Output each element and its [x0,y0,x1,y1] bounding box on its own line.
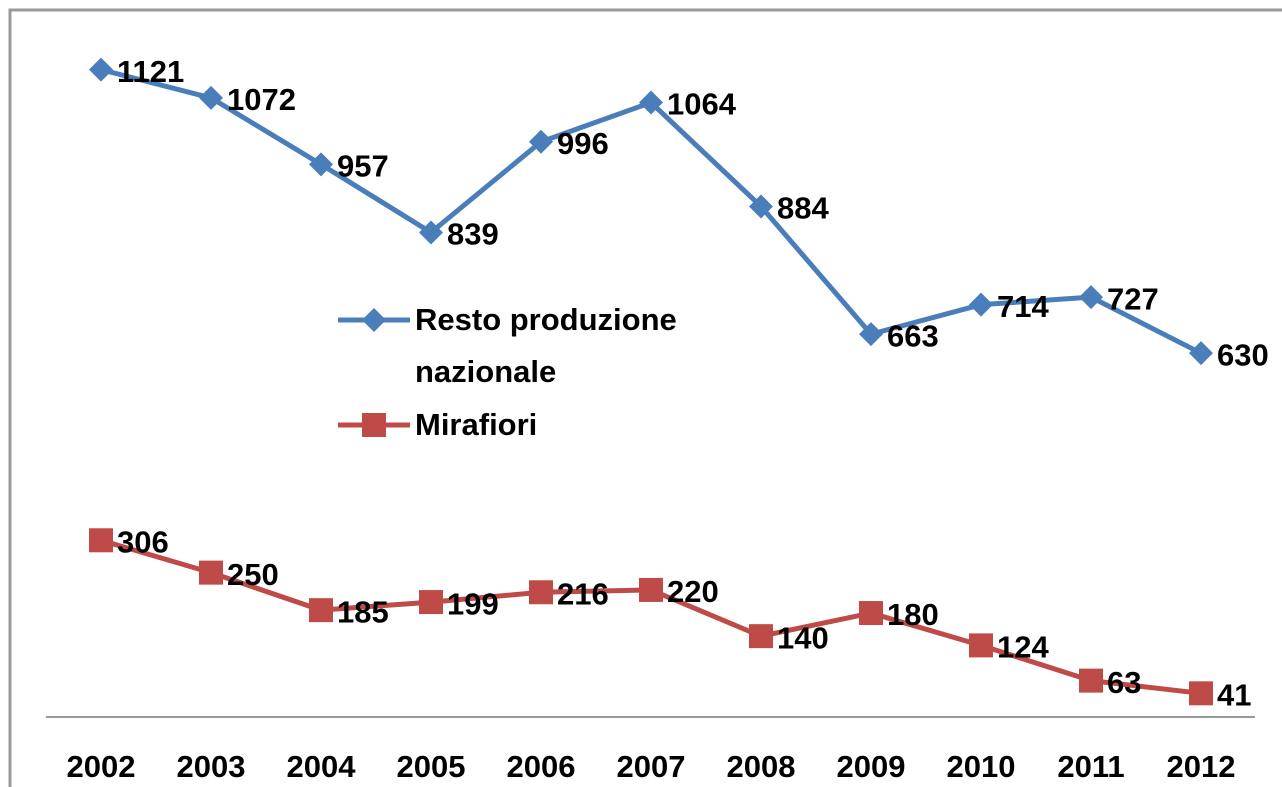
data-label: 180 [887,597,939,632]
data-label: 884 [777,191,829,226]
data-point [199,560,223,585]
x-tick-label: 2002 [67,749,136,784]
data-point [639,90,663,115]
legend-marker [362,413,386,437]
x-tick-label: 2008 [727,749,796,784]
data-point [859,601,883,626]
data-point [1079,668,1103,693]
data-label: 839 [447,217,499,252]
data-label: 1064 [667,87,737,122]
data-point [419,220,443,245]
x-tick-label: 2011 [1057,749,1124,784]
data-label: 306 [117,524,169,559]
data-point [1079,285,1103,310]
data-point [529,580,553,605]
legend-label: Mirafiori [415,407,538,442]
data-label: 220 [667,574,719,609]
data-point [309,598,333,623]
data-point [969,633,993,658]
data-label: 630 [1217,337,1269,372]
data-label: 996 [557,126,609,161]
data-label: 663 [887,318,939,353]
data-point [419,590,443,615]
data-point [309,152,333,177]
data-label: 199 [447,586,499,621]
data-point [1189,681,1213,706]
x-tick-label: 2004 [287,749,357,784]
data-point [749,194,773,219]
data-point [199,85,223,110]
data-label: 185 [337,594,389,629]
data-point [89,528,113,553]
x-tick-label: 2012 [1167,749,1236,784]
x-tick-label: 2009 [837,749,906,784]
x-tick-label: 2005 [397,749,466,784]
data-label: 216 [557,576,609,611]
data-point [1189,341,1213,366]
data-label: 1072 [227,82,296,117]
data-label: 63 [1107,665,1141,700]
data-label: 727 [1107,281,1159,316]
data-label: 714 [997,289,1049,324]
x-tick-label: 2010 [947,749,1016,784]
data-label: 250 [227,557,279,592]
frame [8,8,1282,787]
data-point [749,624,773,649]
data-label: 124 [997,630,1049,665]
x-tick-label: 2006 [507,749,576,784]
data-point [529,129,553,154]
data-label: 140 [777,620,829,655]
legend-marker [362,308,386,332]
data-label: 1121 [117,54,184,89]
data-point [859,322,883,347]
x-tick-label: 2003 [177,749,246,784]
x-tick-label: 2007 [617,749,686,784]
data-label: 41 [1217,678,1251,713]
data-point [969,292,993,317]
data-label: 957 [337,149,389,184]
data-point [89,57,113,82]
data-point [639,577,663,602]
legend-label: Resto produzione nazionale [415,302,677,389]
